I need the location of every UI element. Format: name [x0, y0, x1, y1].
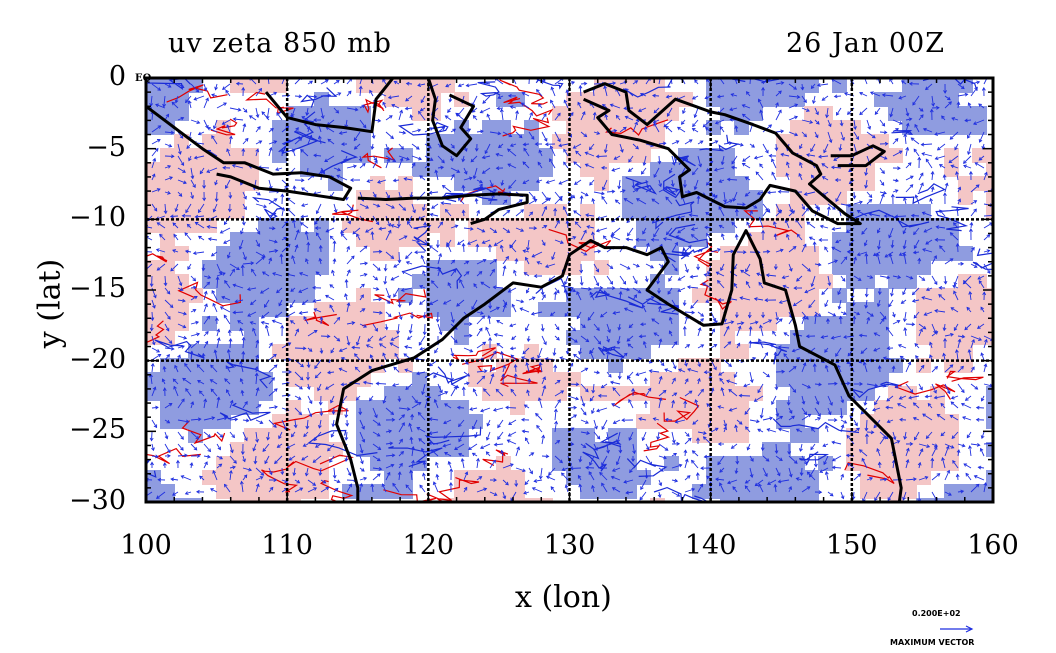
- y-tick-label: −5: [86, 131, 126, 163]
- x-tick-label: 120: [402, 530, 455, 561]
- vorticity-shading: [146, 78, 993, 502]
- y-tick-label: −25: [69, 414, 126, 446]
- x-tick-label: 130: [543, 530, 596, 561]
- coastline: [146, 78, 903, 502]
- axis-ticks: [145, 77, 994, 503]
- plot-date: 26 Jan 00Z: [786, 28, 945, 59]
- lat-lon-grid: [146, 78, 993, 502]
- x-tick-label: 150: [826, 530, 878, 561]
- y-tick-label: 0: [108, 61, 126, 92]
- max-vector-value: 0.200E+02: [912, 609, 961, 618]
- y-tick-label: −10: [69, 202, 126, 234]
- x-axis-label: x (lon): [515, 580, 612, 615]
- y-tick-label: −20: [69, 343, 126, 375]
- x-tick-label: 110: [261, 530, 313, 561]
- x-tick-label: 100: [120, 530, 172, 561]
- equator-label: EQ: [135, 73, 152, 84]
- y-tick-label: −30: [69, 485, 126, 516]
- max-vector-label: MAXIMUM VECTOR: [890, 638, 975, 647]
- plot-title: uv zeta 850 mb: [168, 28, 392, 59]
- y-tick-label: −15: [69, 273, 126, 304]
- wind-vectors: [146, 78, 993, 502]
- x-tick-label: 140: [684, 530, 737, 561]
- x-tick-label: 160: [967, 530, 1019, 561]
- max-vector-arrow: [940, 625, 974, 633]
